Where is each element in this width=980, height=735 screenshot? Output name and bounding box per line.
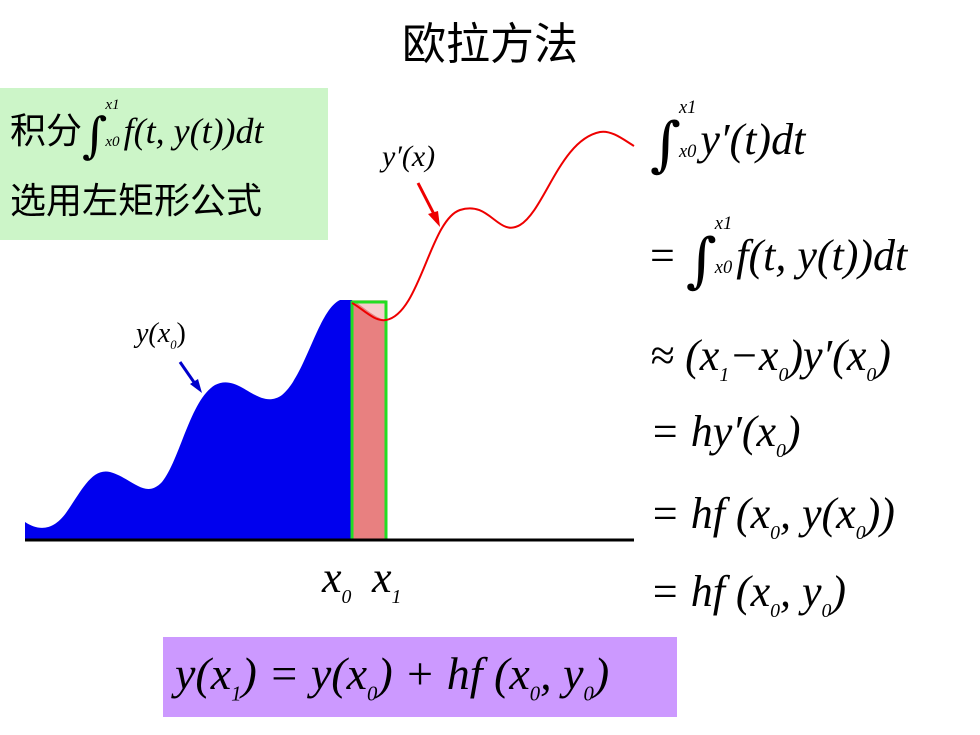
integral-sign-icon: ∫ [82, 107, 108, 164]
euler-formula: y(x1) = y(x0) + hf (x0, y0) [175, 647, 609, 706]
l3-sub2: 0 [778, 363, 789, 386]
l5-c: )) [865, 489, 895, 538]
integral-lower-limit: x0 [105, 134, 120, 151]
res-sub4: 0 [583, 683, 594, 706]
res-a: y(x [175, 648, 232, 699]
derivation-line1: ∫ x1 x0 y′(t)dt [650, 98, 806, 180]
integral-prefix: 积分 [10, 111, 83, 153]
l1-lower: x0 [678, 141, 697, 162]
l2-body: f(t, y(t))dt [736, 230, 908, 280]
y0-label-text: y(x [136, 318, 171, 349]
x1-axis-text: x [372, 553, 392, 602]
x0-axis-text: x [322, 553, 342, 602]
l1-upper: x1 [678, 97, 697, 117]
x0-axis-sub: 0 [341, 585, 352, 608]
page-title: 欧拉方法 [402, 19, 578, 70]
l2-lower: x0 [714, 257, 733, 278]
derivation-line2: = ∫ x1 x0 f(t, y(t))dt [650, 214, 908, 296]
y0-label: y(x0) [136, 318, 186, 353]
l3-sub3: 0 [866, 363, 877, 386]
res-c: ) + hf (x [377, 648, 530, 699]
l4-sub: 0 [776, 439, 786, 462]
x1-axis-label: x1 [372, 552, 401, 609]
l4-b: ) [785, 407, 801, 456]
l6-sub2: 0 [821, 599, 832, 622]
derivation-line6: = hf (x0, y0) [650, 566, 846, 623]
res-sub2: 0 [367, 683, 378, 706]
curve-gap [352, 300, 386, 320]
derivation-line4: = hy′(x0) [650, 406, 801, 463]
derivation-line5: = hf (x0, y(x0)) [650, 488, 895, 545]
res-b: ) = y(x [241, 648, 368, 699]
l3-c: )y′(x [788, 331, 867, 380]
integral-sign-icon: ∫ [685, 226, 717, 296]
l5-a: = hf (x [650, 489, 771, 538]
l3-a: ≈ (x [650, 331, 720, 380]
l1-body: y′(t)dt [700, 114, 806, 164]
l5-sub2: 0 [855, 521, 866, 544]
l3-d: ) [876, 331, 891, 380]
derivative-label: y′(x) [382, 140, 436, 173]
integral-upper-limit: x1 [105, 97, 120, 113]
red-arrow-head-icon [428, 211, 440, 227]
l3-b: −x [729, 331, 779, 380]
l2-prefix: = [650, 230, 675, 280]
res-sub1: 1 [231, 683, 242, 706]
derivation-line2-limits: x1 x0 [715, 214, 732, 277]
l5-b: , y(x [780, 489, 856, 538]
l4-a: = hy′(x [650, 407, 777, 456]
integral-note-line2: 选用左矩形公式 [10, 181, 263, 222]
l6-c: ) [831, 567, 847, 616]
l6-a: = hf (x [650, 567, 771, 616]
left-rectangle [352, 300, 386, 540]
res-e: ) [593, 648, 610, 699]
blue-arrow-head-icon [190, 379, 202, 393]
integral-sign-icon: ∫ [650, 110, 681, 180]
y0-label-sub: 0 [170, 337, 177, 352]
derivative-curve [351, 130, 635, 322]
integral-limits: x1 x0 [105, 97, 120, 151]
y0-label-end: ) [176, 318, 186, 349]
l6-sub1: 0 [770, 599, 780, 622]
l3-sub1: 1 [719, 363, 730, 386]
res-sub3: 0 [529, 683, 541, 706]
euler-formula-box: y(x1) = y(x0) + hf (x0, y0) [163, 637, 677, 717]
integrand: f(t, y(t))dt [123, 111, 264, 152]
area-under-curve [25, 300, 352, 540]
l2-upper: x1 [714, 213, 733, 233]
l5-sub1: 0 [770, 521, 780, 544]
l6-b: , y [780, 567, 822, 616]
integral-note-line1: 积分∫ x1 x0 f(t, y(t))dt [10, 97, 264, 164]
derivation-line3: ≈ (x1−x0)y′(x0) [650, 330, 891, 387]
derivation-line1-limits: x1 x0 [679, 98, 696, 161]
res-d: , y [540, 648, 584, 699]
x0-axis-label: x0 [322, 552, 351, 609]
integral-note-box: 积分∫ x1 x0 f(t, y(t))dt 选用左矩形公式 [0, 88, 328, 240]
x1-axis-sub: 1 [391, 585, 402, 608]
